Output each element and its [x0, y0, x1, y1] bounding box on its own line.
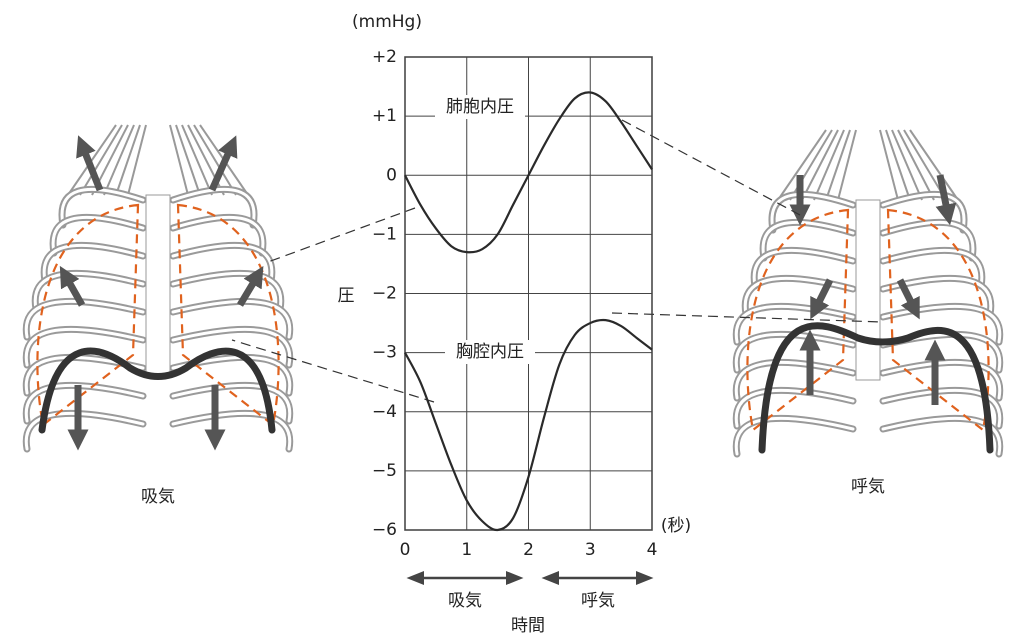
- neck-muscle: [777, 129, 827, 201]
- arrow: [76, 135, 104, 192]
- lung-outline: [176, 203, 280, 427]
- neck-muscle: [813, 129, 845, 201]
- rib: [171, 299, 292, 339]
- rib: [24, 299, 145, 339]
- y-tick-label: −5: [372, 461, 397, 481]
- rib: [171, 411, 292, 451]
- x-tick-label: 4: [647, 540, 658, 560]
- x-label: 時間: [511, 616, 545, 636]
- neck-muscle: [193, 124, 237, 196]
- y-unit: (mmHg): [352, 12, 422, 32]
- y-tick-label: +2: [372, 47, 397, 67]
- rib: [881, 248, 984, 288]
- rib: [734, 332, 855, 372]
- phase-label: 吸気: [448, 591, 482, 611]
- neck-muscle: [67, 124, 117, 196]
- leader-lines: [231, 119, 883, 403]
- sternum: [145, 194, 171, 376]
- rib: [42, 243, 145, 283]
- phase-label: 呼気: [581, 591, 615, 611]
- series-line: [404, 318, 653, 532]
- neck-muscle: [825, 129, 851, 201]
- arrow: [810, 278, 834, 320]
- sternum: [855, 199, 881, 381]
- rib: [881, 276, 993, 316]
- rib: [33, 271, 145, 311]
- rib: [171, 327, 292, 367]
- diaphragm: [38, 347, 276, 434]
- rib: [770, 192, 855, 232]
- neck-muscle: [103, 124, 135, 196]
- arrow: [935, 174, 957, 226]
- rib: [24, 411, 145, 451]
- neck-muscle: [885, 129, 911, 201]
- x-tick-label: 1: [461, 540, 472, 560]
- illustrations: [22, 124, 1004, 458]
- rib: [881, 416, 1002, 456]
- y-tick-label: −1: [372, 224, 397, 244]
- rib: [60, 187, 145, 227]
- lung-outline: [886, 208, 990, 432]
- rib: [881, 388, 1002, 428]
- series-line: [404, 91, 653, 254]
- neck-muscle: [127, 124, 147, 196]
- y-tick-label: −3: [372, 343, 397, 363]
- rib: [734, 416, 855, 456]
- neck-muscle: [909, 129, 959, 201]
- neck-muscle: [903, 129, 947, 201]
- rib: [734, 388, 855, 428]
- y-tick-label: −2: [372, 284, 397, 304]
- y-tick-label: −4: [372, 402, 397, 422]
- neck-muscle: [79, 124, 123, 196]
- series-label: 肺胞内圧: [446, 97, 514, 117]
- neck-muscle: [801, 129, 839, 201]
- neck-muscle: [879, 129, 899, 201]
- series-label: 胸腔内圧: [456, 342, 524, 362]
- label-bg: [435, 95, 525, 119]
- x-tick-label: 2: [523, 540, 534, 560]
- rib: [752, 248, 855, 288]
- diaphragm: [758, 322, 994, 454]
- arrow: [896, 278, 920, 320]
- x-unit: (秒): [661, 516, 691, 536]
- neck-muscle: [837, 129, 857, 201]
- neck-muscle: [115, 124, 141, 196]
- x-tick-label: 3: [585, 540, 596, 560]
- rib: [171, 243, 274, 283]
- neck-muscle: [175, 124, 201, 196]
- figure-label: 吸気: [141, 487, 175, 507]
- rib: [171, 187, 256, 227]
- label-bg: [445, 340, 535, 364]
- rib: [171, 215, 265, 255]
- rib: [881, 192, 966, 232]
- y-label: 圧: [338, 286, 355, 306]
- arrow: [208, 135, 238, 192]
- x-tick-label: 0: [400, 540, 411, 560]
- y-tick-label: −6: [372, 520, 397, 540]
- neck-muscle: [169, 124, 189, 196]
- neck-muscle: [897, 129, 935, 201]
- rib: [761, 220, 855, 260]
- arrow: [236, 265, 264, 307]
- rib: [24, 327, 145, 367]
- lung-outline: [746, 208, 850, 432]
- figure-label: 呼気: [851, 477, 885, 497]
- y-tick-label: 0: [386, 165, 397, 185]
- neck-muscle: [789, 129, 833, 201]
- rib: [51, 215, 145, 255]
- rib: [734, 360, 855, 400]
- arrow: [59, 265, 86, 307]
- y-tick-label: +1: [372, 106, 397, 126]
- neck-muscle: [181, 124, 213, 196]
- neck-muscle: [891, 129, 923, 201]
